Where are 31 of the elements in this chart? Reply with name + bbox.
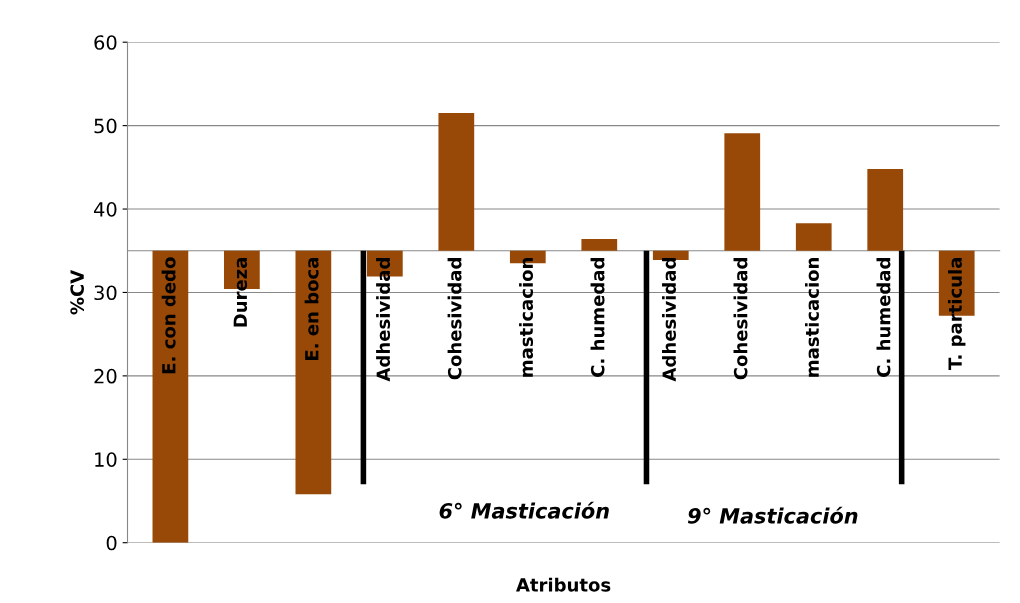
x-tick-label: C. humedad: [590, 258, 605, 377]
x-tick-label: Cohesividad: [733, 258, 748, 380]
bar: [438, 113, 475, 251]
x-axis-title: Atributos: [516, 577, 611, 592]
y-tick-label: 10: [95, 452, 117, 467]
bar: [795, 223, 832, 251]
x-tick-label: Cohesividad: [447, 258, 462, 380]
y-tick-label: 40: [93, 202, 117, 217]
bar: [867, 169, 904, 251]
x-tick-label: Adhesividad: [376, 258, 391, 382]
bar: [581, 239, 618, 251]
y-tick-label: 60: [94, 35, 117, 50]
bar: [295, 250, 332, 495]
y-tick-label: 50: [94, 118, 117, 134]
y-axis-title: %CV: [70, 269, 84, 315]
bar: [652, 250, 689, 260]
x-tick-label: E. con dedo: [161, 257, 176, 374]
y-tick-label: 20: [94, 368, 117, 384]
bar: [152, 250, 189, 543]
annotation: 9° Masticación: [687, 506, 858, 524]
x-tick-label: T. particula: [947, 258, 966, 370]
y-tick-label: 0: [106, 535, 117, 551]
x-tick-label: C. humedad: [876, 258, 891, 377]
x-tick-label: Dureza: [233, 258, 248, 327]
x-tick-label: Adhesividad: [662, 258, 677, 382]
annotation: 6° Masticación: [439, 501, 609, 519]
x-tick-label: masticacion: [519, 258, 534, 377]
x-tick-label: E. en boca: [304, 258, 319, 361]
x-tick-label: masticacion: [805, 258, 819, 377]
y-tick-label: 30: [94, 285, 117, 301]
bar: [724, 133, 761, 251]
